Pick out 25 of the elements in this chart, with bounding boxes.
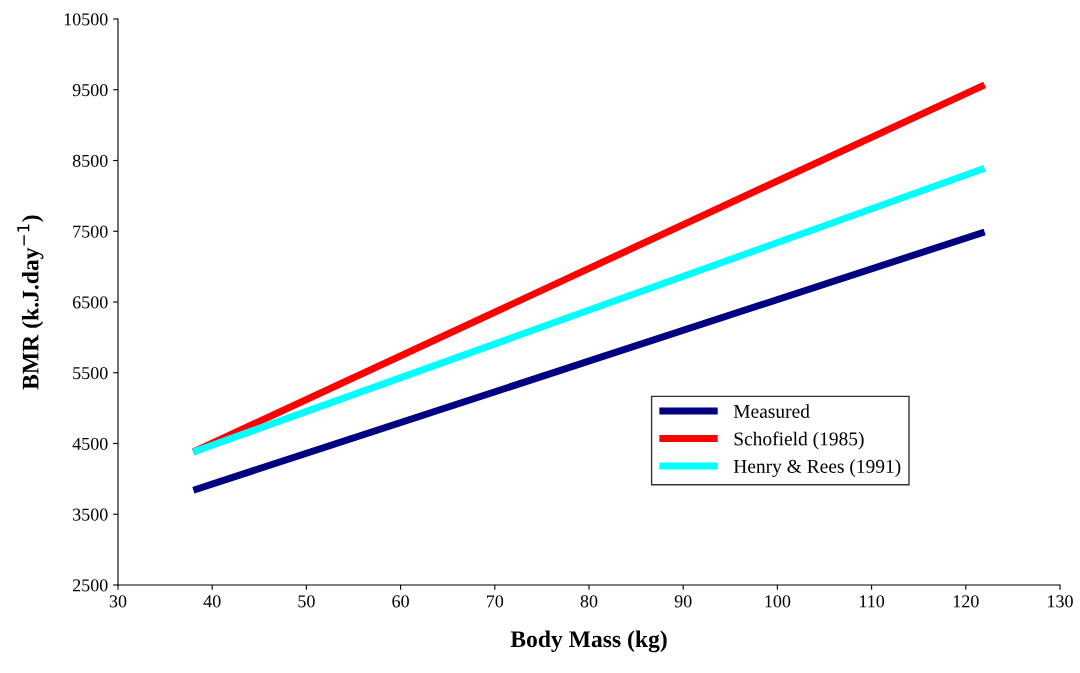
- x-tick-label: 120: [953, 595, 979, 608]
- y-tick-label: 5500: [73, 367, 108, 380]
- y-tick-label: 10500: [64, 13, 108, 26]
- x-tick-label: 100: [765, 595, 791, 608]
- y-axis-title: BMR (k.J.day$^{−1}$): [17, 215, 44, 390]
- x-tick-label: 30: [109, 595, 127, 608]
- y-tick-label: 4500: [72, 437, 108, 450]
- legend-label: Schofield (1985): [734, 431, 864, 450]
- y-tick-label: 3500: [73, 508, 108, 521]
- x-tick-label: 50: [298, 595, 315, 608]
- legend-label: Henry & Rees (1991): [733, 459, 901, 477]
- x-tick-label: 60: [392, 595, 409, 608]
- x-tick-label: 110: [859, 595, 885, 608]
- y-tick-label: 9500: [72, 84, 108, 97]
- x-axis-title: Body Mass (kg): [510, 630, 667, 653]
- x-tick-label: 80: [580, 595, 598, 608]
- legend-label: Measured: [733, 404, 810, 418]
- x-tick-label: 130: [1048, 595, 1073, 608]
- y-tick-label: 8500: [72, 154, 108, 167]
- x-tick-label: 70: [486, 595, 504, 608]
- y-tick-label: 6500: [72, 296, 108, 309]
- x-tick-label: 90: [674, 595, 692, 608]
- y-tick-label: 2500: [72, 579, 108, 592]
- x-tick-label: 40: [203, 595, 221, 608]
- y-tick-label: 7500: [73, 225, 108, 238]
